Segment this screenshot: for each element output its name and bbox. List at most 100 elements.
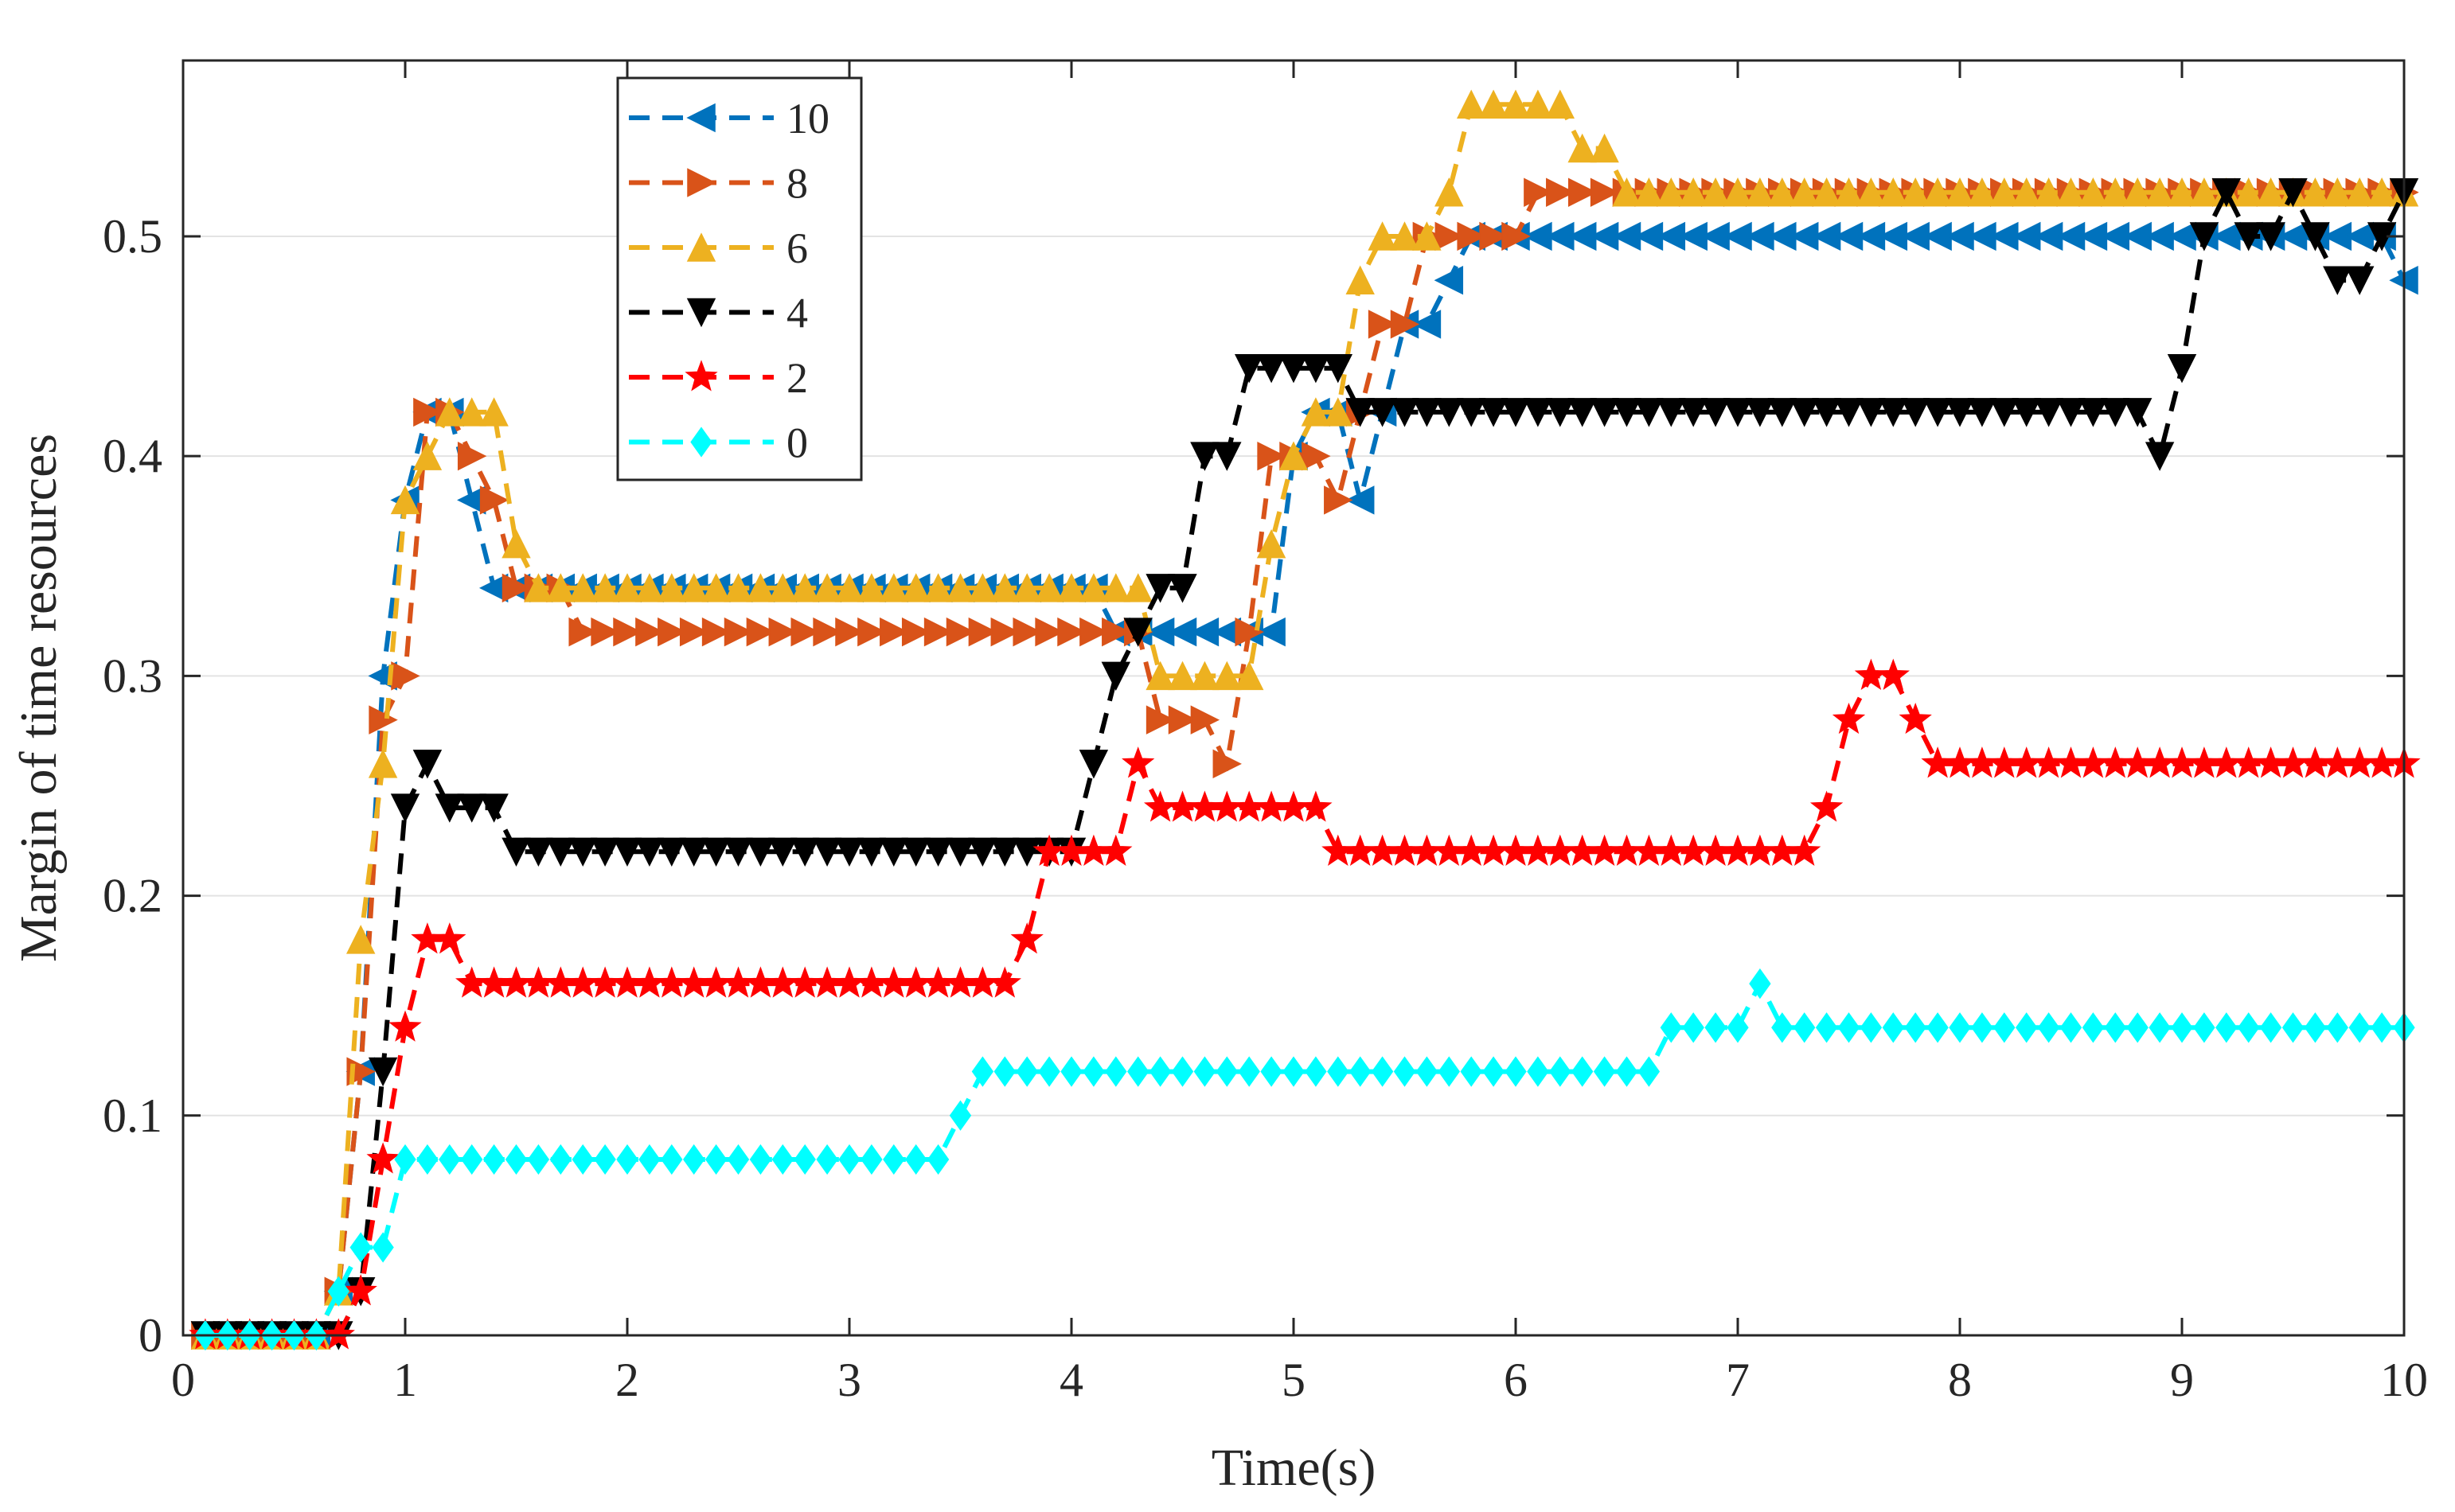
data-point: [946, 617, 976, 647]
series-line-0: [205, 978, 2404, 1338]
legend-marker: [686, 103, 716, 133]
data-point: [1190, 705, 1220, 735]
data-point: [1634, 398, 1664, 427]
data-point: [1967, 177, 1997, 207]
data-point: [1834, 177, 1864, 207]
data-point: [1345, 485, 1375, 515]
data-point: [883, 1144, 905, 1175]
data-point: [1634, 177, 1664, 207]
data-point: [1749, 968, 1771, 1000]
data-point: [1501, 221, 1531, 251]
data-point: [1146, 574, 1175, 603]
legend-marker: [690, 427, 712, 458]
y-tick-label: 0: [139, 1309, 162, 1362]
legend-label: 0: [786, 419, 808, 467]
data-point: [1035, 617, 1064, 647]
data-point: [857, 617, 887, 647]
data-point: [2056, 177, 2086, 207]
data-point: [1456, 89, 1486, 119]
data-point: [590, 573, 620, 602]
data-point: [1501, 89, 1531, 119]
x-tick-label: 7: [1726, 1354, 1750, 1406]
data-point: [1168, 705, 1198, 735]
data-point: [2259, 1012, 2282, 1043]
data-point: [505, 1144, 528, 1175]
data-point: [572, 1144, 594, 1175]
data-point: [1212, 661, 1242, 691]
data-point: [412, 441, 443, 470]
data-point: [1546, 177, 1575, 207]
y-tick-label: 0.2: [103, 870, 162, 922]
data-point: [1127, 1056, 1149, 1087]
data-point: [1083, 1056, 1105, 1087]
data-point: [1323, 397, 1353, 427]
data-point: [1790, 398, 1819, 427]
data-point: [1678, 398, 1708, 427]
legend-marker: [687, 168, 716, 197]
data-point: [968, 837, 997, 867]
data-point: [1590, 398, 1619, 427]
data-point: [2034, 177, 2063, 207]
data-point: [658, 617, 687, 647]
data-point: [1478, 398, 1509, 427]
data-point: [416, 1144, 439, 1175]
legend-item-10: 10: [629, 95, 829, 142]
data-point: [2104, 1012, 2126, 1043]
data-point: [657, 837, 687, 867]
legend-label: 4: [786, 290, 808, 337]
data-point: [923, 573, 953, 602]
data-point: [527, 1144, 550, 1175]
data-point: [1301, 353, 1331, 384]
data-point: [1257, 441, 1286, 471]
data-point: [1949, 1012, 1971, 1043]
data-point: [790, 573, 820, 602]
data-point: [724, 573, 753, 602]
data-point: [394, 1144, 416, 1175]
series-2: [189, 658, 2421, 1350]
data-point: [2126, 1012, 2149, 1043]
data-point: [2037, 1012, 2060, 1043]
data-point: [1657, 177, 1686, 207]
y-tick-label: 0.3: [103, 649, 162, 702]
data-point: [2323, 177, 2352, 207]
data-point: [1682, 1012, 1704, 1043]
legend-marker: [686, 232, 716, 262]
data-point: [1900, 398, 1930, 427]
data-point: [2189, 177, 2219, 207]
data-point: [457, 441, 487, 471]
data-point: [1412, 221, 1442, 251]
data-point: [1478, 89, 1509, 119]
data-point: [990, 837, 1020, 867]
data-point: [1812, 398, 1841, 427]
data-point: [1793, 1012, 1816, 1043]
data-point: [1212, 442, 1242, 471]
data-point: [594, 1144, 616, 1175]
data-point: [2122, 177, 2153, 207]
data-point: [461, 1144, 483, 1175]
data-point: [1438, 1056, 1460, 1087]
data-point: [616, 1144, 638, 1175]
data-point: [2301, 222, 2330, 251]
legend-box: [616, 76, 863, 481]
data-point: [1238, 1056, 1260, 1087]
data-point: [2012, 177, 2041, 207]
data-point: [857, 573, 887, 602]
data-point: [1101, 661, 1131, 692]
data-point: [724, 617, 754, 647]
data-point: [968, 573, 997, 602]
data-point: [1057, 617, 1087, 647]
data-point: [1149, 1056, 1172, 1087]
legend-marker: [685, 360, 718, 392]
data-point: [879, 573, 909, 602]
data-point: [1456, 398, 1486, 427]
data-point: [768, 617, 798, 647]
data-point: [1967, 398, 1997, 427]
data-point: [1856, 177, 1886, 207]
data-point: [369, 705, 398, 735]
x-tick-label: 9: [2170, 1354, 2194, 1406]
data-point: [390, 485, 420, 515]
data-point: [1099, 834, 1133, 866]
data-point: [479, 485, 509, 515]
data-point: [634, 837, 665, 867]
